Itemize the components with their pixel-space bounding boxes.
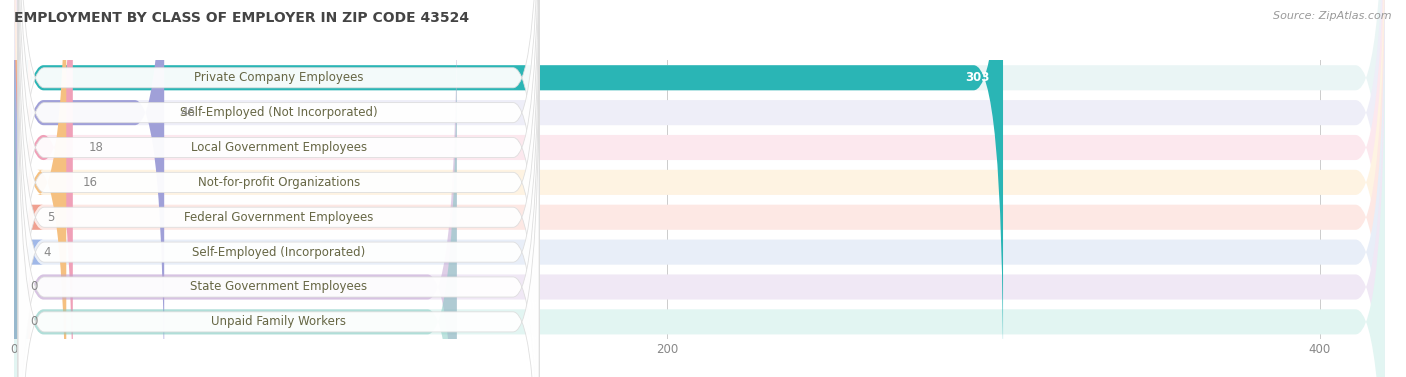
FancyBboxPatch shape	[14, 0, 457, 377]
FancyBboxPatch shape	[14, 0, 66, 377]
FancyBboxPatch shape	[14, 0, 1385, 377]
FancyBboxPatch shape	[1, 0, 44, 377]
Text: EMPLOYMENT BY CLASS OF EMPLOYER IN ZIP CODE 43524: EMPLOYMENT BY CLASS OF EMPLOYER IN ZIP C…	[14, 11, 470, 25]
FancyBboxPatch shape	[18, 0, 538, 347]
Text: Unpaid Family Workers: Unpaid Family Workers	[211, 316, 346, 328]
Text: 0: 0	[31, 280, 38, 293]
FancyBboxPatch shape	[18, 0, 538, 377]
Text: Self-Employed (Incorporated): Self-Employed (Incorporated)	[193, 246, 366, 259]
FancyBboxPatch shape	[14, 0, 1002, 377]
FancyBboxPatch shape	[14, 0, 165, 377]
Text: 16: 16	[83, 176, 97, 189]
Text: Source: ZipAtlas.com: Source: ZipAtlas.com	[1274, 11, 1392, 21]
FancyBboxPatch shape	[18, 53, 538, 377]
FancyBboxPatch shape	[18, 0, 538, 377]
FancyBboxPatch shape	[18, 0, 538, 377]
FancyBboxPatch shape	[0, 0, 44, 377]
FancyBboxPatch shape	[14, 0, 1385, 377]
Text: 0: 0	[31, 316, 38, 328]
FancyBboxPatch shape	[14, 0, 1385, 377]
FancyBboxPatch shape	[14, 0, 1385, 377]
FancyBboxPatch shape	[14, 21, 1385, 377]
Text: Not-for-profit Organizations: Not-for-profit Organizations	[197, 176, 360, 189]
FancyBboxPatch shape	[14, 0, 1385, 377]
Text: 4: 4	[44, 246, 51, 259]
FancyBboxPatch shape	[18, 0, 538, 377]
FancyBboxPatch shape	[14, 0, 1385, 377]
FancyBboxPatch shape	[18, 18, 538, 377]
Text: Local Government Employees: Local Government Employees	[191, 141, 367, 154]
Text: Federal Government Employees: Federal Government Employees	[184, 211, 374, 224]
FancyBboxPatch shape	[14, 21, 457, 377]
FancyBboxPatch shape	[14, 0, 73, 377]
FancyBboxPatch shape	[18, 0, 538, 377]
Text: 18: 18	[89, 141, 104, 154]
Text: Private Company Employees: Private Company Employees	[194, 71, 363, 84]
Text: State Government Employees: State Government Employees	[190, 280, 367, 293]
Text: 5: 5	[46, 211, 53, 224]
Text: Self-Employed (Not Incorporated): Self-Employed (Not Incorporated)	[180, 106, 377, 119]
Text: 303: 303	[966, 71, 990, 84]
FancyBboxPatch shape	[14, 0, 1385, 377]
Text: 46: 46	[180, 106, 195, 119]
